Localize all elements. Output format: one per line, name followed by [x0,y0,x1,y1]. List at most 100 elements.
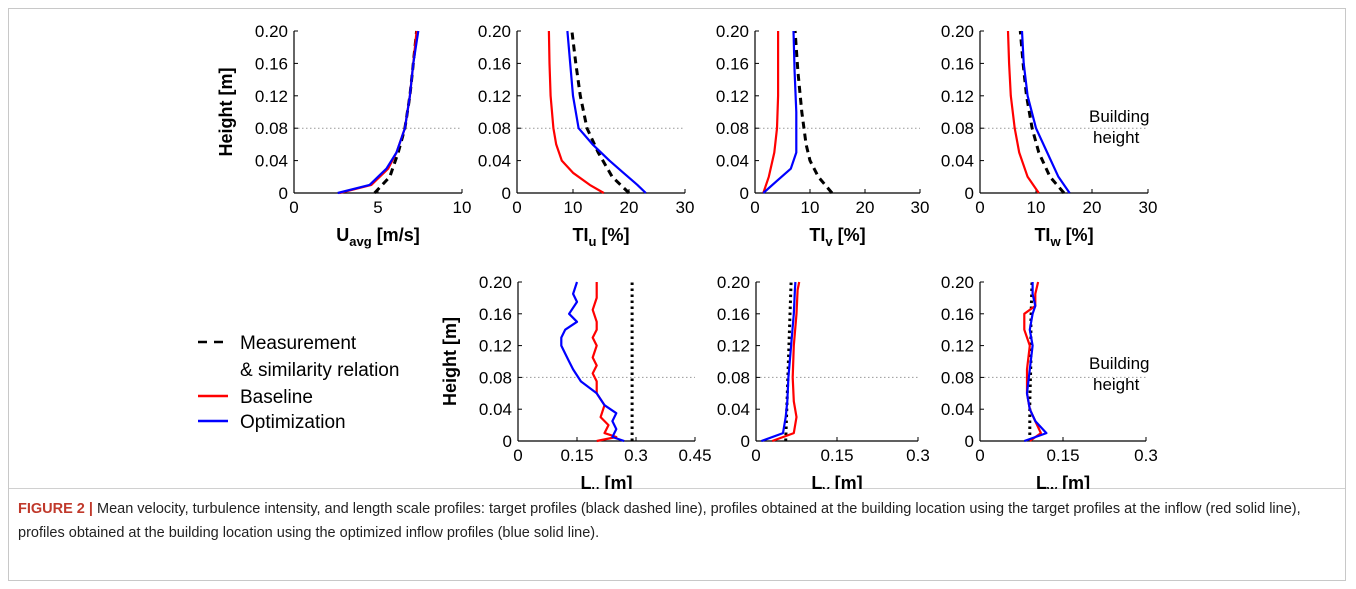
series-optimization [337,30,420,195]
y-tick-label: 0.04 [479,400,512,419]
x-tick-label: 5 [373,198,382,217]
series-optimization [566,30,647,194]
series-baseline [547,30,605,194]
x-tick-label: 10 [453,198,472,217]
x-tick-label: 0 [975,198,984,217]
x-tick-label: 0.3 [624,446,648,465]
y-tick-label: 0.16 [941,305,974,324]
y-tick-label: 0.08 [941,368,974,387]
y-tick-label: 0.20 [478,22,511,41]
y-tick-label: 0.08 [479,368,512,387]
y-tick-label: 0.08 [478,119,511,138]
x-tick-label: 0 [289,198,298,217]
y-tick-label: 0 [279,184,288,203]
x-axis-label: Uavg [m/s] [336,225,419,249]
y-tick-label: 0.12 [716,87,749,106]
x-axis-label: TIw [%] [1034,225,1093,249]
y-tick-label: 0.12 [478,87,511,106]
y-tick-label: 0.16 [478,54,511,73]
x-tick-label: 0.15 [820,446,853,465]
y-tick-label: 0.20 [941,273,974,292]
x-tick-label: 0 [513,446,522,465]
y-tick-label: 0.04 [941,400,974,419]
y-tick-label: 0.04 [478,152,511,171]
y-axis-label: Height [m] [216,68,236,157]
y-tick-label: 0.16 [479,305,512,324]
y-tick-label: 0.08 [716,119,749,138]
series-optimization [1023,282,1048,443]
x-tick-label: 0.15 [560,446,593,465]
figure-caption: FIGURE 2 | Mean velocity, turbulence int… [18,497,1328,545]
building-height-annotation-bottom: Building height [1089,354,1150,394]
series-baseline [1006,30,1040,194]
x-tick-label: 30 [911,198,930,217]
x-tick-label: 0 [975,446,984,465]
x-axis-label: TIu [%] [573,225,630,249]
series-measurement-similarity-relation [793,30,834,194]
series-measurement-similarity-relation [570,30,631,195]
y-tick-label: 0.20 [717,273,750,292]
caption-label: FIGURE 2 | [18,501,93,517]
y-tick-label: 0.12 [479,337,512,356]
x-axis-label: TIv [%] [809,225,865,249]
panel-l-w: 0 0.04 0.08 0.12 0.16 0.20 0 0.15 0.3 Lw [m] [941,273,1158,489]
y-tick-label: 0.16 [941,54,974,73]
y-tick-label: 0.20 [716,22,749,41]
caption-text: Mean velocity, turbulence intensity, and… [18,501,1301,541]
y-tick-label: 0.20 [479,273,512,292]
y-axis-label: Height [m] [440,317,460,406]
x-tick-label: 30 [676,198,695,217]
y-tick-label: 0 [503,432,512,451]
building-height-label-line2: height [1093,375,1140,394]
y-tick-label: 0.08 [255,119,288,138]
series-optimization [1020,30,1071,194]
caption-separator [9,488,1345,489]
series-measurement-similarity-relation [373,30,419,195]
y-tick-label: 0.12 [255,87,288,106]
y-tick-label: 0 [740,184,749,203]
x-tick-label: 0.3 [906,446,930,465]
x-tick-label: 0.3 [1134,446,1158,465]
panel-l-v: 0 0.04 0.08 0.12 0.16 0.20 0 0.15 0.3 Lv [m] [717,273,930,489]
x-tick-label: 20 [620,198,639,217]
legend-baseline-label: Baseline [240,387,313,408]
x-tick-label: 0 [750,198,759,217]
series-measurement-similarity-relation [784,281,793,442]
y-tick-label: 0.04 [716,152,749,171]
panel-u-avg: 0 0.04 0.08 0.12 0.16 0.20 0 5 10 Uavg [m/s] Heigh… [216,22,471,249]
figure-plots: Measurement & similarity relation Baseli… [198,22,1158,489]
y-tick-label: 0.04 [941,152,974,171]
y-tick-label: 0.04 [255,152,288,171]
y-tick-label: 0.20 [941,22,974,41]
series-baseline [771,281,801,443]
y-tick-label: 0 [741,432,750,451]
y-tick-label: 0.08 [941,119,974,138]
y-tick-label: 0.12 [717,337,750,356]
legend: Measurement & similarity relation Baseli… [198,333,399,433]
series-optimization [560,281,625,443]
y-tick-label: 0.12 [941,337,974,356]
y-tick-label: 0.16 [255,54,288,73]
series-optimization [762,30,798,194]
x-tick-label: 0 [512,198,521,217]
series-measurement-similarity-relation [1018,30,1066,194]
y-tick-label: 0.16 [716,54,749,73]
x-tick-label: 10 [801,198,820,217]
figure-frame [8,8,1346,581]
building-height-label-line1: Building [1089,354,1150,373]
legend-measurement-label: Measurement [240,333,357,354]
legend-optimization-label: Optimization [240,412,346,433]
y-tick-label: 0 [502,184,511,203]
x-tick-label: 30 [1139,198,1158,217]
building-height-annotation-top: Building height [1089,107,1150,147]
series-optimization [761,281,797,443]
building-height-label-line2: height [1093,128,1140,147]
panel-ti-w: 0 0.04 0.08 0.12 0.16 0.20 0 10 20 30 TIw [%] [941,22,1158,249]
x-axis-label: Lu [m] [581,473,633,489]
panel-l-u: 0 0.04 0.08 0.12 0.16 0.20 0 0.15 0.3 0.45 Lu [m] H… [440,273,712,489]
x-axis-label: Lw [m] [1036,473,1090,489]
x-axis-label: Lv [m] [811,473,862,489]
y-tick-label: 0 [965,432,974,451]
panel-ti-v: 0 0.04 0.08 0.12 0.16 0.20 0 10 20 30 TIv [%] [716,22,930,249]
series-baseline [339,30,418,195]
